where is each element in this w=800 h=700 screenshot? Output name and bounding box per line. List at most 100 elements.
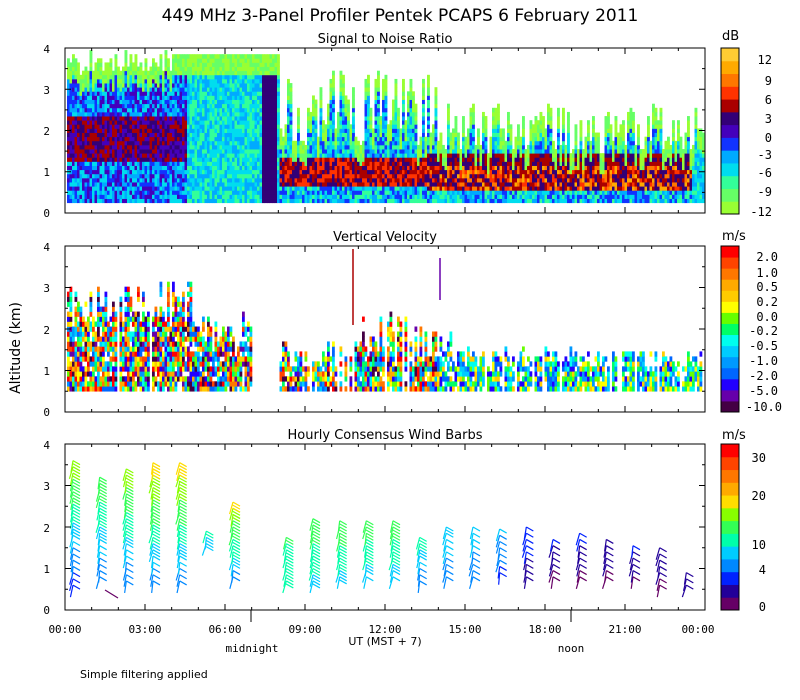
snr-cell: [202, 149, 205, 154]
snr-cell: [189, 111, 193, 117]
snr-cell: [469, 194, 473, 199]
snr-cell: [419, 194, 423, 199]
snr-cell: [289, 144, 293, 150]
snr-cell: [457, 173, 460, 179]
snr-cell: [439, 198, 443, 204]
snr-cell: [367, 149, 370, 154]
snr-cell: [382, 83, 385, 88]
snr-cell: [414, 194, 418, 199]
snr-cell: [492, 161, 495, 166]
snr-cell: [82, 136, 85, 142]
snr-cell: [222, 165, 225, 171]
snr-cell: [494, 153, 498, 158]
snr-cell: [177, 140, 180, 146]
snr-cell: [339, 161, 343, 166]
snr-cell: [297, 169, 300, 175]
snr-cell: [152, 120, 155, 125]
snr-cell: [204, 169, 208, 175]
snr-cell: [234, 157, 238, 162]
snr-cell: [374, 144, 378, 150]
snr-cell: [182, 194, 185, 199]
snr-cell: [164, 99, 168, 105]
snr-cell: [222, 74, 225, 80]
snr-cell: [262, 107, 265, 113]
snr-cell: [114, 111, 118, 117]
snr-cell: [344, 120, 348, 125]
snr-cell: [229, 173, 233, 179]
snr-cell: [439, 161, 443, 166]
snr-cell: [197, 186, 200, 191]
snr-cell: [269, 70, 273, 76]
snr-cell: [212, 186, 215, 191]
snr-cell: [179, 66, 183, 72]
snr-cell: [349, 153, 353, 158]
snr-cell: [504, 194, 508, 199]
snr-cell: [332, 144, 335, 150]
snr-cell: [169, 186, 173, 191]
snr-cell: [287, 99, 290, 105]
snr-cell: [332, 169, 335, 175]
snr-cell: [377, 132, 380, 138]
snr-cell: [254, 169, 258, 175]
snr-cell: [227, 111, 230, 117]
snr-cell: [114, 190, 118, 195]
snr-cell: [189, 177, 193, 183]
snr-cell: [424, 190, 428, 195]
snr-cell: [92, 128, 95, 133]
snr-cell: [229, 83, 233, 88]
snr-cell: [204, 58, 208, 63]
snr-cell: [129, 136, 133, 142]
snr-cell: [264, 140, 268, 146]
snr-cell: [119, 182, 123, 187]
snr-cell: [497, 132, 500, 138]
snr-cell: [184, 111, 188, 117]
snr-cell: [512, 190, 515, 195]
snr-cell: [179, 62, 183, 67]
snr-cell: [184, 128, 188, 133]
snr-cell: [339, 169, 343, 175]
snr-cell: [139, 120, 143, 125]
snr-cell: [424, 157, 428, 162]
snr-cell: [294, 149, 298, 154]
snr-cell: [469, 198, 473, 204]
snr-cell: [329, 194, 333, 199]
snr-cell: [242, 165, 245, 171]
snr-cell: [404, 120, 408, 125]
snr-cell: [139, 116, 143, 121]
snr-cell: [97, 165, 100, 171]
snr-cell: [234, 128, 238, 133]
snr-cell: [212, 149, 215, 154]
snr-cell: [122, 116, 125, 121]
snr-cell: [279, 132, 283, 138]
snr-cell: [309, 116, 313, 121]
snr-cell: [179, 58, 183, 63]
snr-cell: [104, 136, 108, 142]
snr-cell: [129, 99, 133, 105]
snr-cell: [112, 194, 115, 199]
snr-cell: [229, 198, 233, 204]
snr-cell: [307, 116, 310, 121]
snr-cell: [259, 58, 263, 63]
snr-cell: [344, 140, 348, 146]
snr-cell: [162, 165, 165, 171]
snr-cell: [247, 83, 250, 88]
snr-cell: [364, 182, 368, 187]
snr-cell: [67, 107, 70, 113]
snr-cell: [87, 169, 90, 175]
snr-cell: [329, 124, 333, 129]
snr-cell: [437, 198, 440, 204]
snr-cell: [492, 124, 495, 129]
snr-cell: [154, 99, 158, 105]
snr-cell: [74, 173, 78, 179]
snr-cell: [464, 136, 468, 142]
snr-cell: [269, 83, 273, 88]
snr-cell: [152, 91, 155, 96]
snr-cell: [439, 144, 443, 150]
snr-cell: [354, 194, 358, 199]
snr-cell: [419, 173, 423, 179]
snr-cell: [114, 140, 118, 146]
snr-cell: [202, 78, 205, 84]
snr-cell: [242, 198, 245, 204]
snr-cell: [297, 190, 300, 195]
snr-cell: [207, 140, 210, 146]
